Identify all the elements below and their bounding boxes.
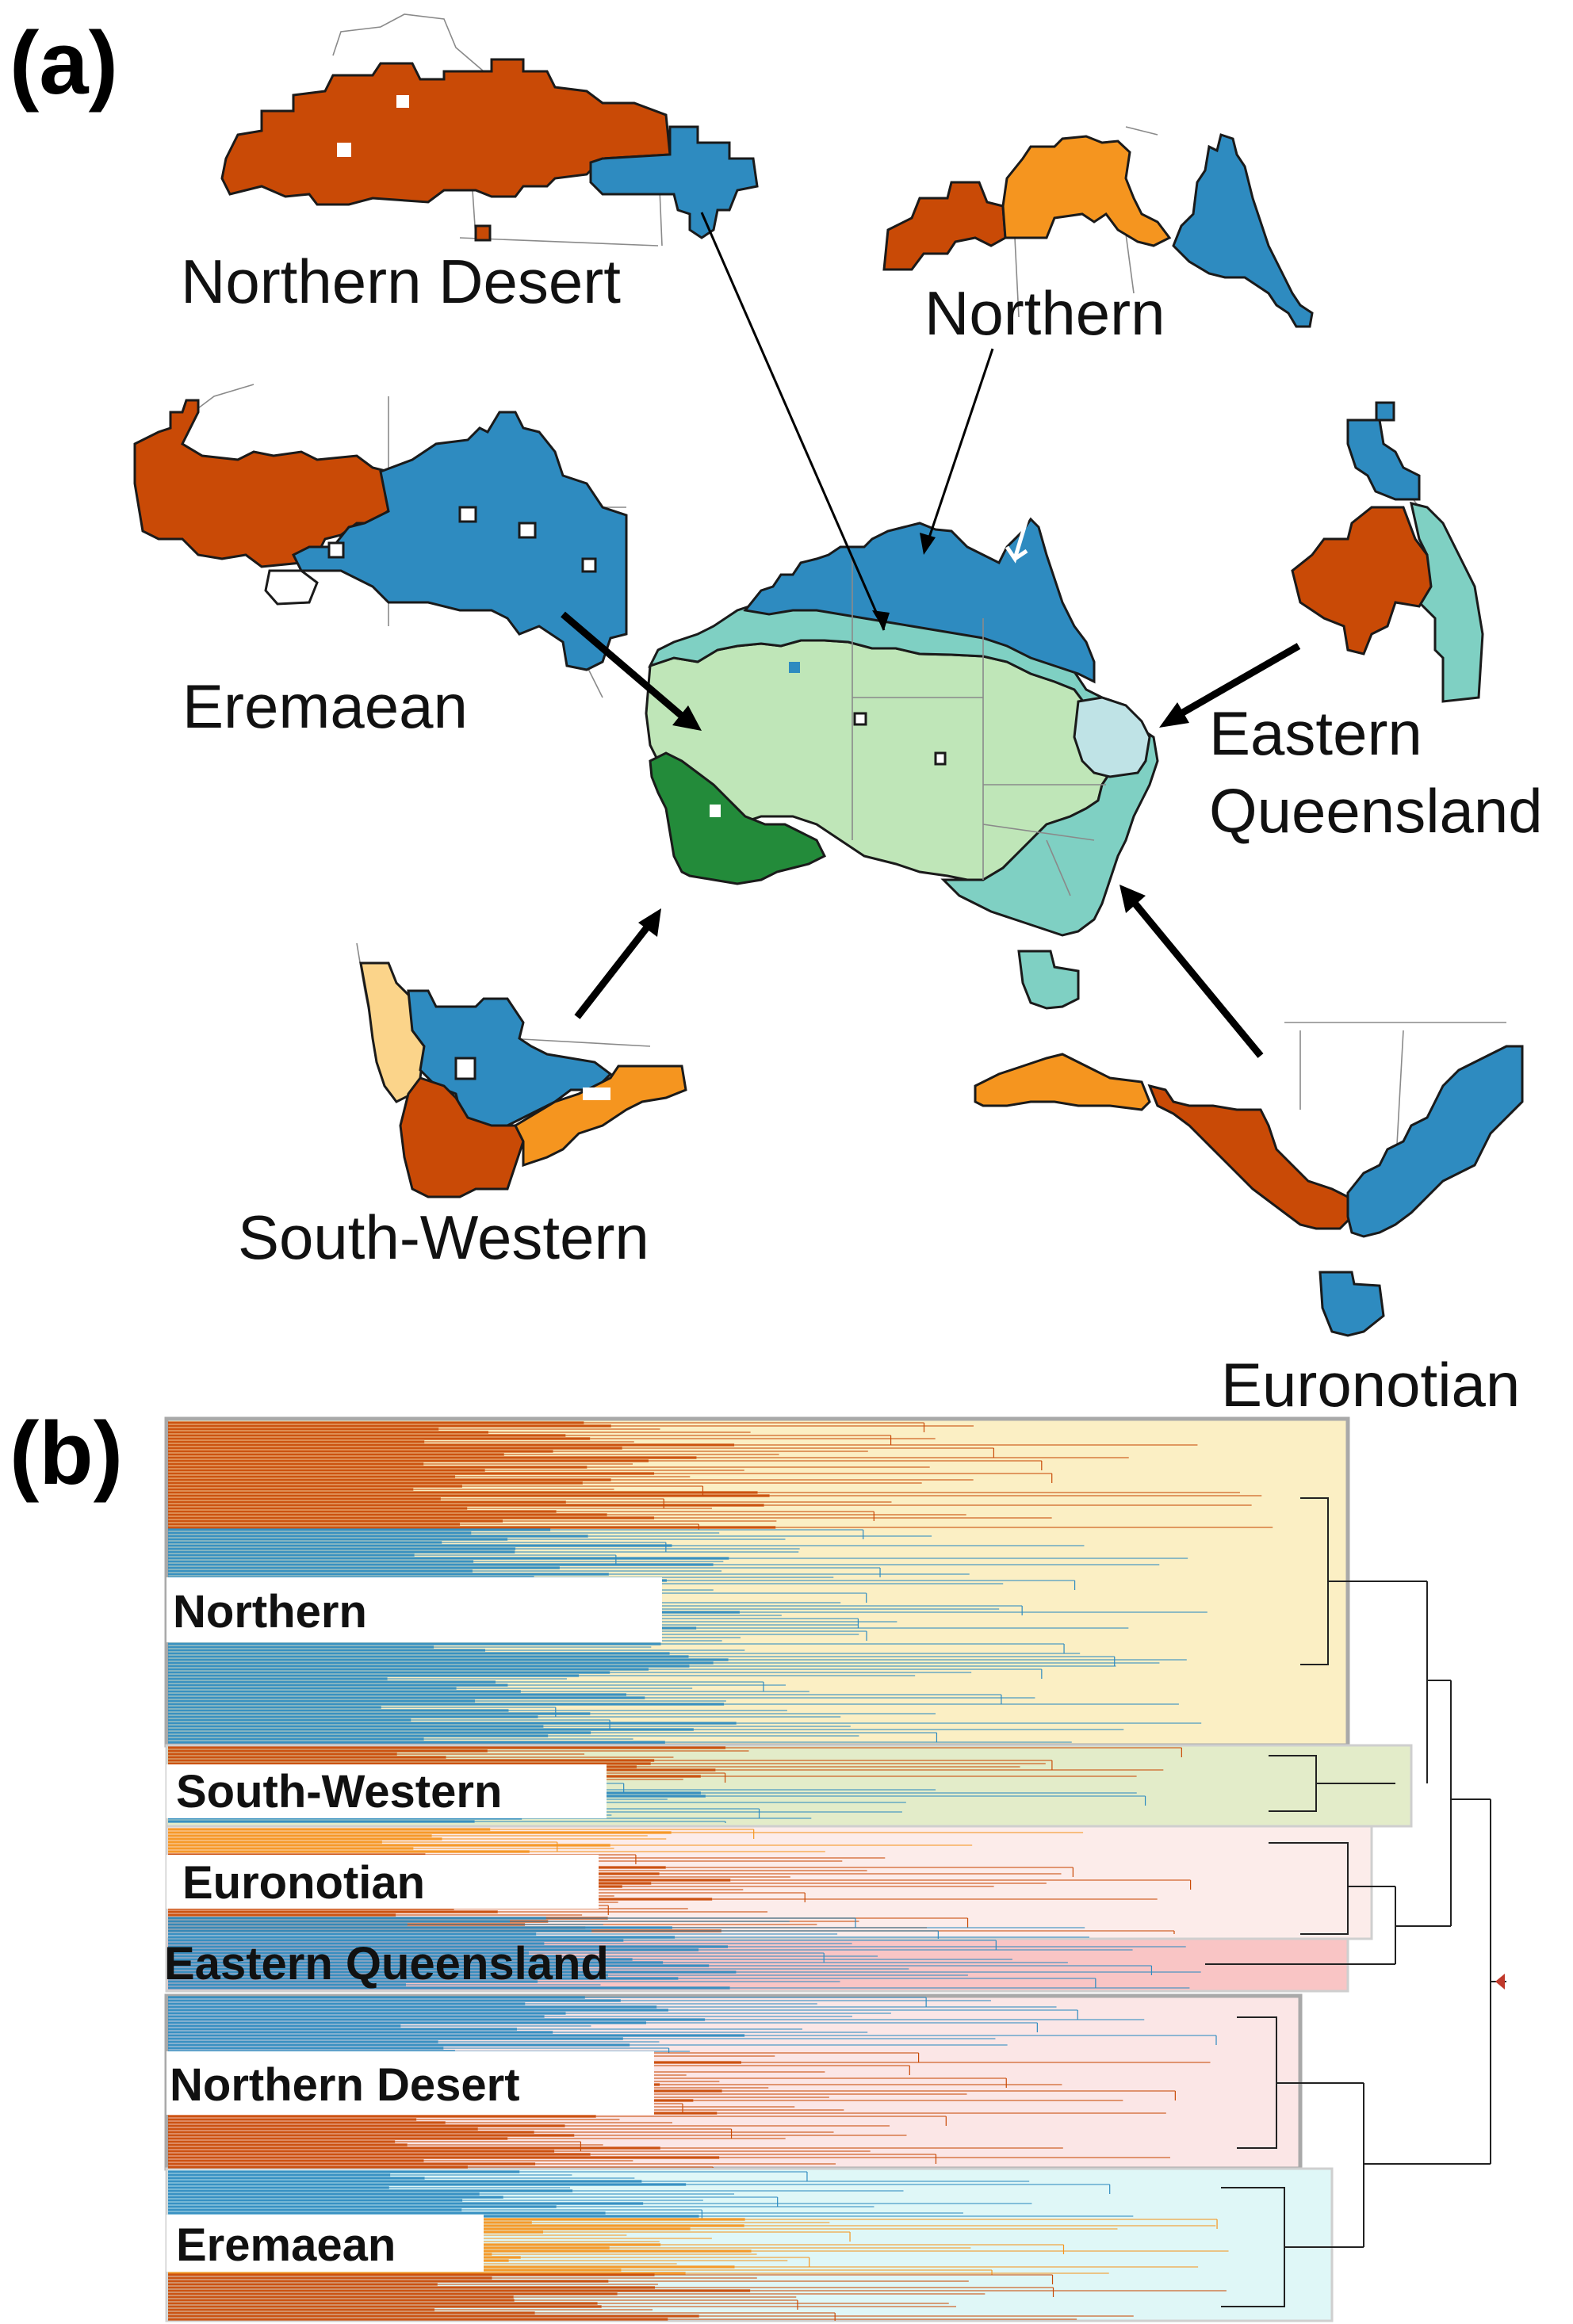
eastern-queensland-map-label-line1: Eastern — [1209, 698, 1422, 768]
northern-inset-map — [882, 126, 1314, 328]
northern-arrow — [924, 348, 994, 548]
tree-label-bg-northern — [166, 1577, 662, 1642]
root-marker — [1495, 1974, 1505, 1990]
eastern-queensland-arrowhead — [1159, 702, 1189, 728]
eastern-queensland-map-label-line2: Queensland — [1209, 776, 1543, 846]
euronotian-map-label: Euronotian — [1221, 1350, 1520, 1420]
tree-label-south-western: South-Western — [176, 1766, 502, 1818]
tree-label-bg-eremaean — [166, 2215, 484, 2272]
south-western-arrowhead — [638, 908, 661, 937]
tree-label-euronotian: Euronotian — [182, 1857, 425, 1909]
panel-a-label: (a) — [10, 13, 118, 113]
backbone-root — [1363, 1799, 1506, 2247]
backbone-join-1 — [1426, 1581, 1451, 1783]
backbone-eremaean — [1221, 2187, 1364, 2307]
south-western-inset-map — [356, 942, 687, 1198]
eremaean-map-label: Eremaean — [182, 671, 468, 741]
northern-map-label: Northern — [924, 278, 1165, 348]
euronotian-inset-map — [974, 1022, 1524, 1337]
backbone-south-western — [1269, 1755, 1395, 1812]
northern-desert-map-label: Northern Desert — [181, 247, 621, 316]
tree-label-northern-desert: Northern Desert — [170, 2059, 520, 2111]
tree-label-northern: Northern — [173, 1586, 367, 1638]
backbone-northern — [1300, 1497, 1427, 1665]
northern-arrowhead — [920, 533, 936, 555]
backbone-euronotian — [1269, 1842, 1395, 1935]
northern-white-arrow — [1005, 518, 1029, 564]
northern-desert-arrowhead — [872, 610, 890, 630]
euronotian-arrow — [1131, 900, 1264, 1058]
eremaean-arrowhead — [672, 705, 702, 731]
connector-arrows — [561, 212, 1301, 1058]
euronotian-arrowhead — [1119, 885, 1146, 913]
south-western-map-label: South-Western — [238, 1202, 649, 1272]
eastern-queensland-inset-map — [1291, 401, 1484, 703]
tree-label-bg-euronotian — [166, 1855, 599, 1909]
northern-desert-inset-map — [220, 13, 759, 247]
eremaean-inset-map — [133, 384, 628, 698]
tree-label-eastern-queensland: Eastern Queensland — [164, 1938, 609, 1990]
tree-label-bg-south-western — [166, 1764, 607, 1818]
tree-label-bg-northern-desert — [166, 2051, 654, 2115]
eremaean-arrow — [561, 611, 686, 721]
tree-backbone — [1205, 1497, 1506, 2307]
northern-desert-arrow — [700, 212, 886, 631]
south-western-arrow — [574, 925, 650, 1019]
australia-bioregion-map — [645, 517, 1159, 1010]
backbone-northern-desert — [1237, 2016, 1364, 2149]
backbone-join-2 — [1395, 1680, 1491, 1964]
panel-b-label: (b) — [10, 1404, 123, 1503]
eastern-queensland-arrow — [1179, 643, 1301, 717]
tree-label-eremaean: Eremaean — [176, 2219, 396, 2271]
tree-label-backgrounds — [166, 1577, 662, 2272]
